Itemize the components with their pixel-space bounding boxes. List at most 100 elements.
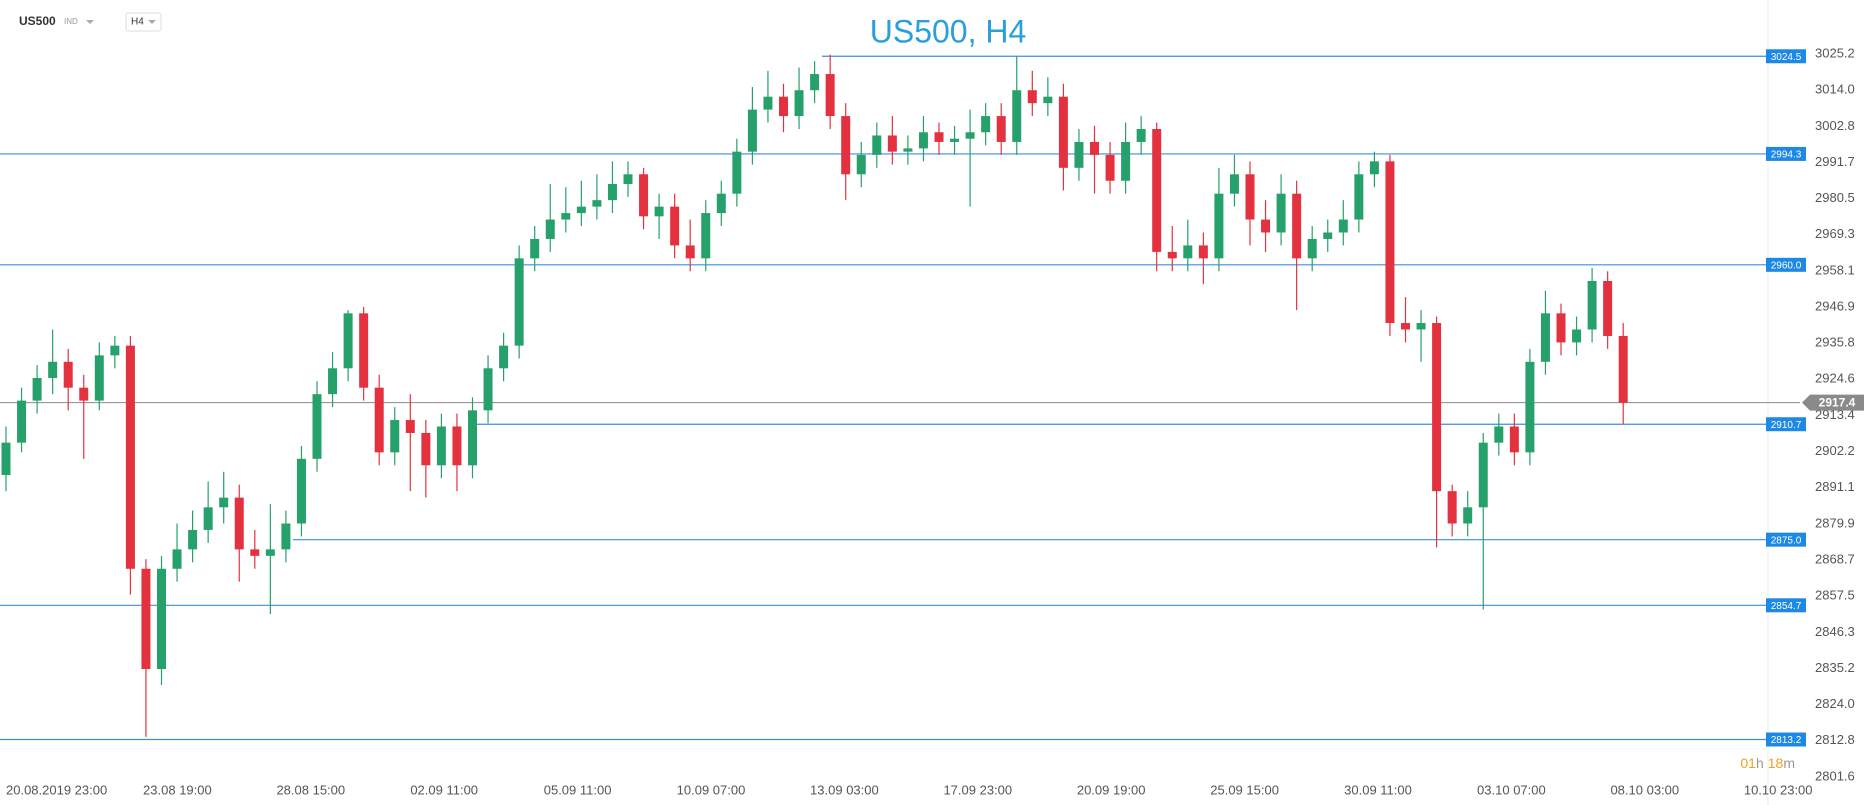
candle-body	[1369, 161, 1379, 175]
candle-body	[1229, 174, 1239, 194]
symbol: US500	[19, 14, 56, 28]
candle-body	[1385, 161, 1395, 324]
x-tick-label: 10.10 23:00	[1744, 782, 1813, 797]
candle-body	[1540, 313, 1550, 362]
candle-body	[219, 497, 229, 508]
candle-body	[157, 568, 166, 670]
symbol-class: IND	[64, 17, 78, 26]
x-tick-label: 05.09 11:00	[544, 782, 612, 797]
level-label-box	[1766, 532, 1806, 547]
y-tick-label: 2969.3	[1815, 226, 1855, 241]
level-label: 2875.0	[1771, 535, 1802, 546]
candle-body	[1261, 219, 1271, 233]
candle-body	[1494, 426, 1504, 443]
candle-body	[1307, 238, 1317, 259]
candle-body	[996, 116, 1006, 142]
timeframe: H4	[131, 17, 144, 28]
timer: 01h 18m	[1740, 755, 1795, 771]
candle-body	[265, 549, 275, 556]
candle-body	[421, 432, 431, 466]
timer-hours: 01	[1740, 755, 1756, 771]
x-tick-label: 23.08 19:00	[143, 782, 212, 797]
candle-body	[1167, 251, 1177, 259]
x-tick-label: 13.09 03:00	[810, 782, 879, 797]
timer-h: h	[1756, 755, 1764, 771]
candle-body	[110, 345, 120, 356]
candle-body	[1447, 491, 1457, 524]
candle-body	[125, 345, 135, 569]
candle-body	[639, 174, 649, 217]
candle-body	[825, 74, 835, 117]
candle-body	[810, 74, 820, 91]
dropdown-arrow[interactable]	[86, 20, 94, 24]
y-tick-label: 2946.9	[1815, 299, 1855, 314]
y-tick-label: 2879.9	[1815, 515, 1855, 530]
x-tick-label: 03.10 07:00	[1477, 782, 1546, 797]
candle-body	[514, 258, 524, 346]
level-label: 2960.0	[1771, 260, 1802, 271]
candle-body	[1, 442, 11, 475]
candle-body	[1354, 174, 1364, 220]
candle-body	[452, 426, 462, 466]
candle-body	[872, 135, 882, 155]
candle-body	[654, 206, 664, 217]
timer-minutes: 18	[1768, 755, 1784, 771]
level-label-box	[1766, 732, 1806, 747]
candle-body	[312, 394, 322, 459]
candle-body	[1105, 154, 1115, 181]
candle-body	[607, 183, 617, 201]
level-label: 2910.7	[1771, 420, 1802, 431]
x-tick-label: 17.09 23:00	[943, 782, 1012, 797]
candle-body	[1509, 426, 1519, 453]
chart-title: US500, H4	[870, 13, 1027, 49]
candle-body	[856, 154, 866, 175]
candle-body	[468, 410, 477, 466]
candle-body	[1463, 507, 1473, 524]
candle-body	[48, 361, 58, 378]
candle-body	[374, 387, 384, 453]
level-label: 2854.7	[1771, 601, 1802, 612]
candle-body	[965, 132, 975, 139]
candle-body	[1618, 335, 1628, 403]
y-tick-label: 2958.1	[1815, 262, 1855, 277]
x-tick-label: 30.09 11:00	[1344, 782, 1412, 797]
candle-body	[1074, 141, 1084, 168]
x-tick-label: 25.09 15:00	[1210, 782, 1279, 797]
candle-body	[981, 116, 991, 133]
y-tick-label: 2846.3	[1815, 624, 1855, 639]
candle-body	[1136, 129, 1146, 142]
y-tick-label: 2980.5	[1815, 190, 1855, 205]
level-label-box	[1766, 257, 1806, 272]
candle-body	[343, 313, 353, 369]
candle-body	[701, 213, 711, 259]
candle-body	[576, 206, 586, 214]
level-label: 2994.3	[1771, 150, 1802, 161]
level-label-box	[1766, 417, 1806, 432]
y-tick-label: 2902.2	[1815, 443, 1855, 458]
candle-body	[1198, 245, 1208, 259]
candle-body	[779, 96, 788, 117]
x-tick-label: 20.08.2019 23:00	[6, 782, 107, 797]
timer-m: m	[1783, 755, 1795, 771]
candle-body	[950, 138, 960, 142]
candle-body	[436, 426, 446, 466]
y-tick-label: 3025.2	[1815, 45, 1855, 60]
timeframe-button[interactable]	[125, 12, 162, 32]
candle-body	[390, 420, 400, 453]
candle-body	[1276, 193, 1286, 233]
candle-body	[405, 420, 415, 433]
candle-body	[747, 109, 757, 152]
candle-body	[1245, 174, 1255, 220]
candle-body	[1292, 193, 1302, 259]
y-tick-label: 2857.5	[1815, 588, 1855, 603]
level-label: 2813.2	[1771, 735, 1802, 746]
candle-body	[763, 96, 773, 110]
candle-body	[79, 387, 89, 401]
x-tick-label: 08.10 03:00	[1610, 782, 1679, 797]
y-tick-label: 2812.8	[1815, 732, 1855, 747]
timeframe-arrow	[148, 20, 156, 24]
candle-body	[1214, 193, 1224, 259]
current-price-tag	[1802, 394, 1864, 411]
candle-body	[1152, 129, 1162, 252]
